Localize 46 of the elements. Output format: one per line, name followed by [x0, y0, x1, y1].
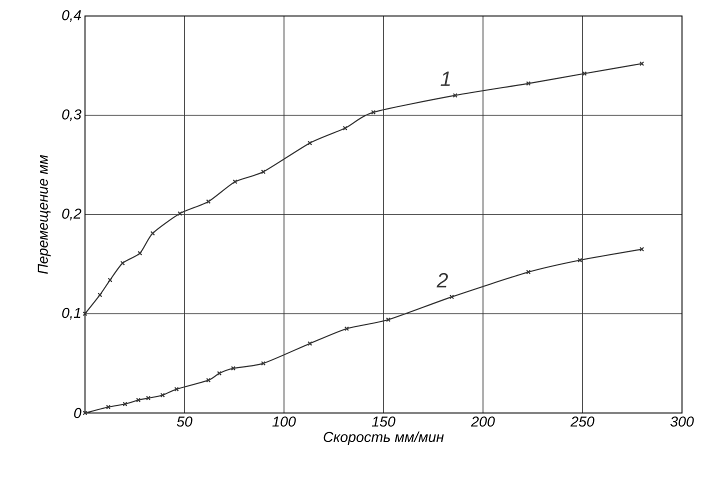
point — [120, 260, 125, 266]
point — [232, 179, 238, 184]
point — [308, 140, 312, 146]
point — [260, 361, 266, 366]
x-axis-title: Скорость мм/мин — [324, 432, 444, 445]
point — [526, 270, 531, 274]
point — [178, 211, 182, 216]
y-tick-label: 0,2 — [62, 208, 82, 220]
series-label: 2 — [436, 272, 448, 288]
y-tick-label: 0,1 — [62, 308, 80, 320]
y-axis-title: Перемещение мм — [38, 154, 51, 274]
point — [230, 366, 236, 371]
point — [344, 326, 350, 331]
x-tick-label: 150 — [372, 416, 396, 427]
point — [370, 110, 376, 115]
point — [150, 230, 156, 236]
y-tick-label: 0 — [74, 408, 82, 418]
point — [206, 378, 211, 383]
point — [108, 278, 112, 282]
point — [146, 396, 151, 400]
point — [136, 398, 141, 402]
point — [526, 81, 531, 86]
x-tick-label: 100 — [272, 416, 296, 427]
point — [174, 386, 179, 392]
x-tick-label: 250 — [570, 416, 594, 427]
y-tick-label: 0,3 — [62, 109, 82, 122]
x-tick-label: 50 — [176, 416, 192, 427]
y-tick-label: 0,4 — [62, 10, 81, 22]
series-label: 1 — [440, 72, 450, 86]
point — [122, 402, 128, 406]
point — [452, 93, 458, 98]
point — [98, 292, 102, 298]
point — [578, 258, 582, 263]
point — [138, 250, 142, 256]
point — [216, 370, 222, 376]
point — [449, 294, 454, 300]
point — [160, 392, 165, 398]
point — [260, 169, 266, 174]
point — [386, 317, 391, 322]
point — [582, 71, 587, 76]
point — [106, 404, 111, 410]
point — [206, 199, 211, 204]
point — [342, 126, 348, 131]
x-tick-label: 300 — [670, 416, 694, 427]
x-tick-label: 200 — [470, 416, 495, 427]
point — [308, 341, 312, 346]
